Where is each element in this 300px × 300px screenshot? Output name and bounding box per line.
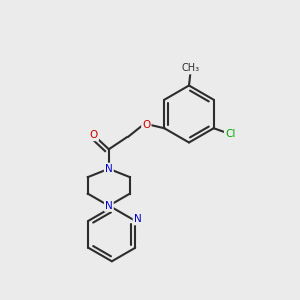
Text: O: O — [142, 120, 150, 130]
Text: O: O — [90, 130, 98, 140]
Text: Cl: Cl — [225, 129, 236, 139]
Text: N: N — [105, 201, 113, 211]
Text: N: N — [105, 164, 113, 174]
Text: CH₃: CH₃ — [182, 63, 200, 74]
Text: N: N — [134, 214, 142, 224]
